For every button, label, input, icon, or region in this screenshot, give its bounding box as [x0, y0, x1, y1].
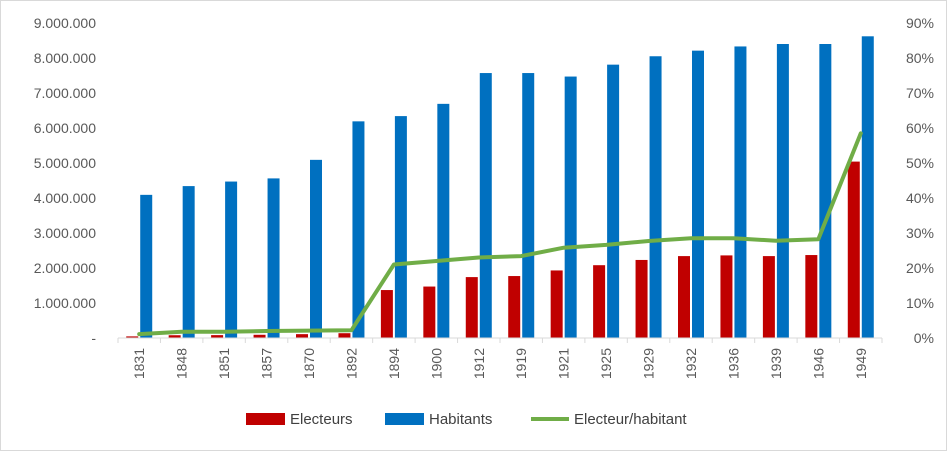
y-left-tick-label: 8.000.000 — [34, 50, 96, 66]
bar-habitants — [225, 181, 238, 338]
bar-electeurs — [550, 270, 563, 338]
bar-habitants — [394, 116, 407, 338]
bar-electeurs — [253, 334, 266, 338]
bar-habitants — [352, 121, 365, 338]
y-right-tick-label: 40% — [906, 190, 934, 206]
y-right-tick-label: 10% — [906, 295, 934, 311]
y-right-tick-label: 70% — [906, 85, 934, 101]
x-tick-label: 1949 — [853, 348, 869, 379]
line-electeur-habitant — [137, 131, 863, 337]
bar-electeurs — [762, 256, 775, 338]
y-right-tick-label: 30% — [906, 225, 934, 241]
bar-electeurs — [465, 277, 478, 338]
bar-habitants — [267, 178, 280, 338]
bar-habitants — [140, 194, 153, 338]
bar-habitants — [437, 103, 450, 338]
bar-habitants — [522, 73, 535, 339]
bar-electeurs — [678, 256, 690, 338]
y-right-tick-label: 0% — [914, 330, 934, 346]
y-right-tick-label: 50% — [906, 155, 934, 171]
legend-swatch-habitants — [385, 413, 424, 425]
y-right-tick-label: 90% — [906, 15, 934, 31]
x-tick-label: 1831 — [131, 348, 147, 379]
bar-electeurs — [126, 336, 139, 338]
bar-electeurs — [211, 335, 224, 338]
y-left-tick-label: 6.000.000 — [34, 120, 96, 136]
x-tick-label: 1936 — [725, 348, 741, 379]
bar-habitants — [607, 64, 620, 339]
bar-electeurs — [847, 161, 860, 338]
x-tick-label: 1912 — [471, 348, 487, 379]
y-left-tick-label: 7.000.000 — [34, 85, 96, 101]
x-tick-label: 1870 — [301, 348, 317, 379]
x-tick-label: 1925 — [598, 348, 614, 379]
y-left-tick-label: 4.000.000 — [34, 190, 96, 206]
x-tick-label: 1892 — [343, 348, 359, 379]
y-left-tick-label: 2.000.000 — [34, 260, 96, 276]
bar-electeurs — [168, 335, 181, 338]
y-left-tick-label: 1.000.000 — [34, 295, 96, 311]
bar-electeurs — [380, 290, 393, 338]
bar-habitants — [649, 56, 662, 338]
legend-label-electeur-habitant: Electeur/habitant — [574, 411, 687, 428]
x-tick-label: 1939 — [768, 348, 784, 379]
x-tick-label: 1932 — [683, 348, 699, 379]
x-tick-label: 1929 — [641, 348, 657, 379]
legend-label-habitants: Habitants — [429, 411, 492, 428]
bar-electeurs — [338, 333, 351, 338]
y-right-tick-label: 60% — [906, 120, 934, 136]
bar-habitants — [479, 73, 492, 339]
bar-habitants — [564, 76, 577, 339]
x-tick-label: 1848 — [174, 348, 190, 379]
x-tick-label: 1894 — [386, 348, 402, 379]
bar-habitants — [734, 46, 747, 338]
bar-electeurs — [296, 334, 308, 338]
x-tick-label: 1921 — [556, 348, 572, 379]
bar-habitants — [692, 50, 704, 339]
bar-electeurs — [593, 265, 606, 338]
y-left-tick-label: 5.000.000 — [34, 155, 96, 171]
bar-habitants — [776, 44, 789, 338]
legend-label-electeurs: Electeurs — [290, 411, 353, 428]
bar-habitants — [182, 186, 195, 338]
x-tick-label: 1857 — [259, 348, 275, 379]
y-left-tick-label: - — [91, 330, 96, 346]
bar-habitants — [819, 44, 832, 338]
x-tick-label: 1851 — [216, 348, 232, 379]
x-tick-label: 1900 — [428, 348, 444, 379]
x-tick-label: 1919 — [513, 348, 529, 379]
legend-swatch-electeurs — [246, 413, 285, 425]
bar-electeurs — [805, 255, 818, 338]
bar-electeurs — [720, 255, 733, 338]
y-right-tick-label: 20% — [906, 260, 934, 276]
bar-electeurs — [508, 276, 521, 338]
y-left-tick-label: 3.000.000 — [34, 225, 96, 241]
bar-electeurs — [423, 286, 436, 338]
bar-habitants — [861, 36, 874, 339]
y-right-tick-label: 80% — [906, 50, 934, 66]
bar-habitants — [310, 159, 322, 338]
bar-electeurs — [635, 259, 648, 338]
y-left-tick-label: 9.000.000 — [34, 15, 96, 31]
x-tick-label: 1946 — [810, 348, 826, 379]
